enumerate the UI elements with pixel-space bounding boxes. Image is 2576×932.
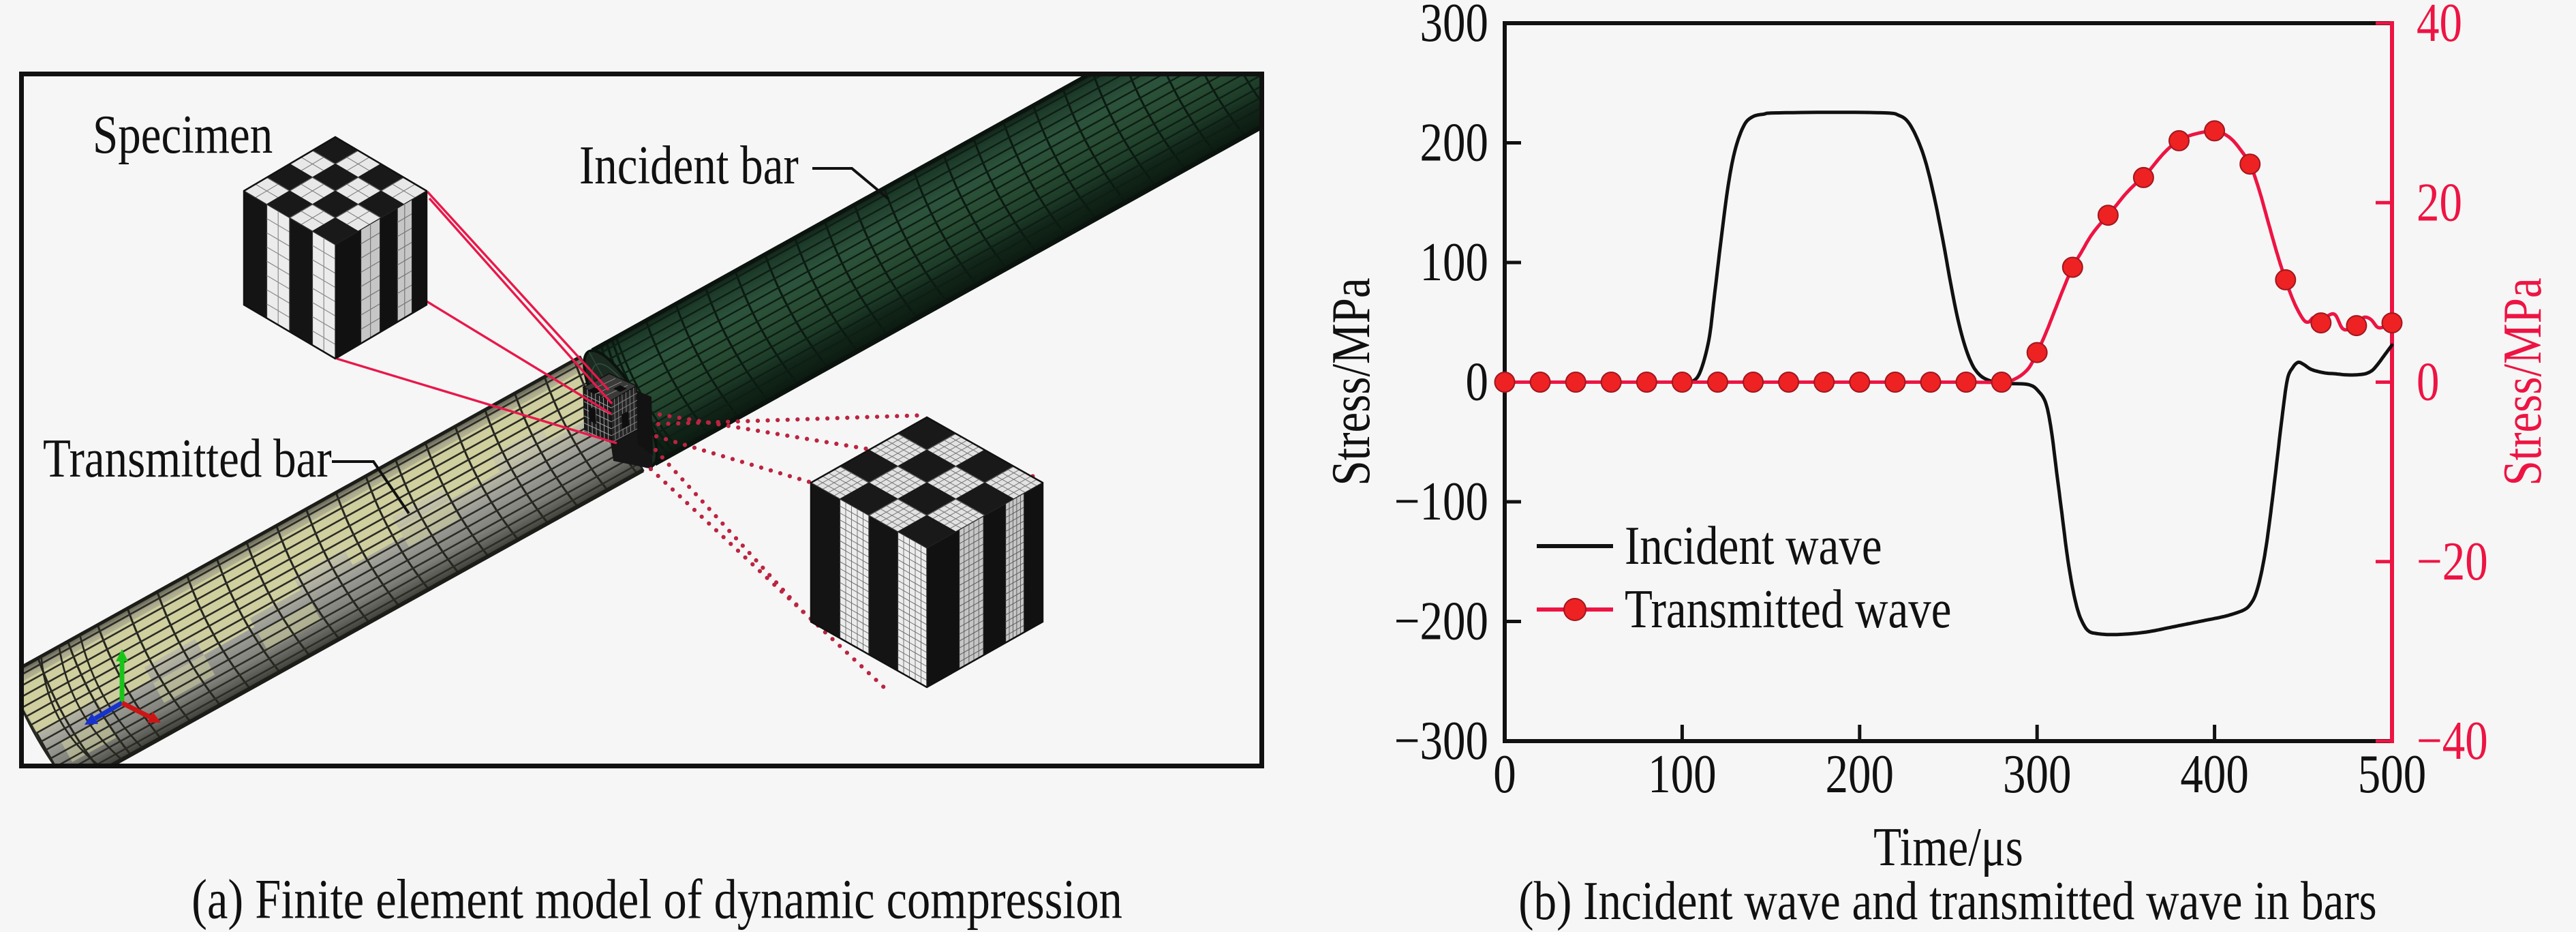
svg-text:200: 200 xyxy=(1420,112,1488,173)
svg-text:Transmitted wave: Transmitted wave xyxy=(1625,579,1951,640)
svg-text:Specimen: Specimen xyxy=(93,104,273,165)
svg-text:−300: −300 xyxy=(1394,710,1488,771)
svg-text:300: 300 xyxy=(1420,0,1488,54)
svg-text:−20: −20 xyxy=(2417,531,2488,592)
svg-text:(b) Incident wave and transmit: (b) Incident wave and transmitted wave i… xyxy=(1518,871,2376,931)
svg-text:(a) Finite element model of dy: (a) Finite element model of dynamic comp… xyxy=(191,869,1122,931)
svg-text:Time/μs: Time/μs xyxy=(1873,817,2023,877)
svg-text:−200: −200 xyxy=(1394,591,1488,652)
svg-text:0: 0 xyxy=(2417,352,2439,412)
svg-text:Stress/MPa: Stress/MPa xyxy=(2492,277,2553,485)
svg-text:300: 300 xyxy=(2003,744,2071,805)
svg-text:100: 100 xyxy=(1420,232,1488,292)
svg-text:100: 100 xyxy=(1648,744,1716,805)
svg-text:Incident bar: Incident bar xyxy=(579,135,799,196)
svg-text:Stress/MPa: Stress/MPa xyxy=(1321,277,1381,485)
svg-text:0: 0 xyxy=(1466,352,1488,412)
svg-text:Incident wave: Incident wave xyxy=(1625,515,1882,576)
svg-text:Transmitted bar: Transmitted bar xyxy=(43,428,332,489)
svg-text:400: 400 xyxy=(2180,744,2248,805)
svg-text:40: 40 xyxy=(2417,0,2462,54)
svg-text:20: 20 xyxy=(2417,172,2462,233)
svg-text:0: 0 xyxy=(1493,744,1516,805)
svg-text:−40: −40 xyxy=(2417,710,2488,771)
svg-text:−100: −100 xyxy=(1394,471,1488,532)
svg-text:500: 500 xyxy=(2358,744,2426,805)
svg-text:200: 200 xyxy=(1826,744,1894,805)
